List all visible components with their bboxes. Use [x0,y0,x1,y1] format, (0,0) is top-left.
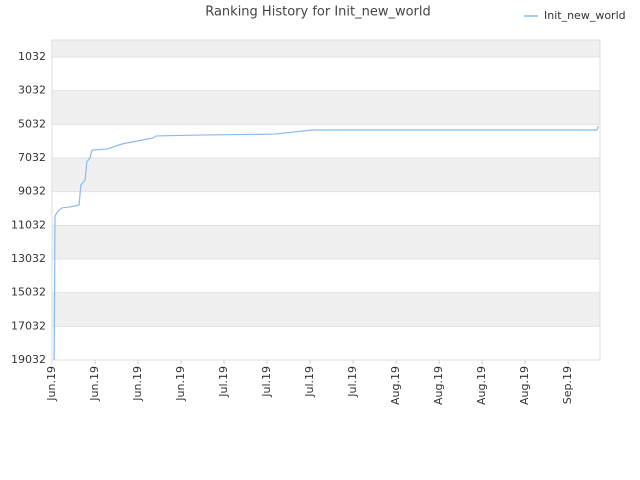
chart-title: Ranking History for Init_new_world [205,5,431,20]
band [52,292,600,327]
x-tick-label: Aug.19 [475,366,488,405]
y-tick-label: 11032 [11,218,46,231]
y-tick-label: 9032 [18,185,46,198]
x-tick-label: Jul.19 [346,366,359,398]
y-tick-label: 7032 [18,151,46,164]
x-tick-label: Sep.19 [561,366,574,404]
band [52,225,600,260]
y-tick-label: 5032 [18,117,46,130]
y-tick-label: 17032 [11,319,46,332]
x-tick-label: Jun.19 [131,366,144,402]
y-tick-label: 3032 [18,84,46,97]
band [52,40,600,58]
x-tick-label: Jun.19 [88,366,101,402]
band [52,90,600,125]
line [53,125,599,361]
x-tick-label: Jul.19 [260,366,273,398]
x-tick-label: Jul.19 [303,366,316,398]
y-tick-label: 19032 [11,353,46,366]
x-tick-label: Jul.19 [217,366,230,398]
bands [52,40,600,327]
y-tick-label: 15032 [11,286,46,299]
x-tick-label: Aug.19 [518,366,531,405]
band [52,158,600,192]
x-tick-label: Aug.19 [432,366,445,405]
x-tick-label: Jun.19 [174,366,187,402]
legend-label: Init_new_world [544,9,626,22]
x-tick-label: Jun.19 [45,366,58,402]
y-tick-label: 13032 [11,252,46,265]
plot-border [51,39,601,361]
y-tick-label: 1032 [18,50,46,63]
x-tick-label: Aug.19 [389,366,402,405]
